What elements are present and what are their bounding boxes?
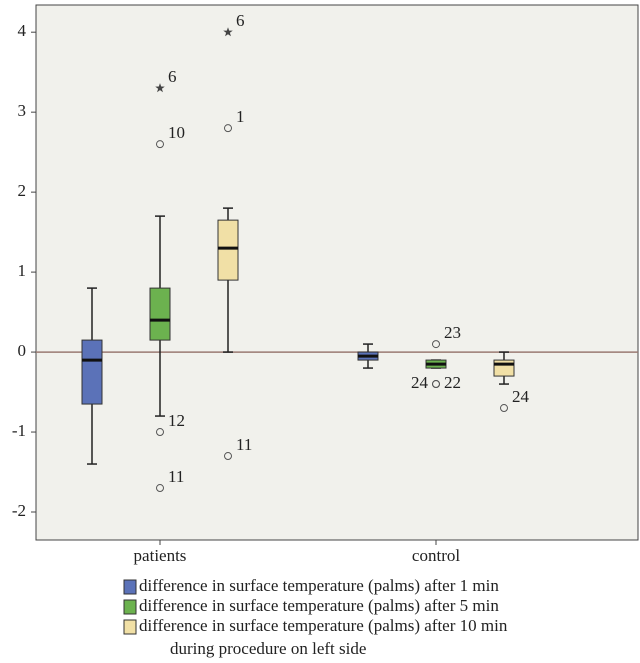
- outlier: [155, 83, 165, 93]
- legend-label: difference in surface temperature (palms…: [139, 616, 508, 635]
- outlier: [224, 452, 232, 461]
- outlier-label: 10: [168, 123, 185, 142]
- y-tick-label: 3: [18, 101, 27, 120]
- outlier-label: 22: [444, 373, 461, 392]
- box: [149, 287, 171, 341]
- legend-label: difference in surface temperature (palms…: [139, 576, 499, 595]
- legend-swatch: [123, 599, 137, 615]
- outlier-label: 6: [168, 67, 177, 86]
- y-tick-label: -1: [12, 421, 26, 440]
- box: [81, 339, 103, 405]
- outlier: [224, 124, 232, 133]
- x-tick-label: control: [412, 546, 460, 565]
- legend-swatch: [123, 579, 137, 595]
- y-tick-label: 1: [18, 261, 27, 280]
- outlier-label: 23: [444, 323, 461, 342]
- outlier-label: 11: [168, 467, 184, 486]
- outlier-label: 24: [411, 373, 429, 392]
- outlier-label: 12: [168, 411, 185, 430]
- outlier: [156, 428, 164, 437]
- outlier: [432, 380, 440, 389]
- legend-swatch: [123, 619, 137, 635]
- outlier: [500, 404, 508, 413]
- outlier-label: 1: [236, 107, 245, 126]
- outlier: [156, 140, 164, 149]
- outlier: [156, 484, 164, 493]
- outlier-label: 11: [236, 435, 252, 454]
- y-tick-label: 4: [18, 21, 27, 40]
- plot-area: [35, 4, 639, 541]
- legend-label: difference in surface temperature (palms…: [139, 596, 499, 615]
- outlier: [223, 27, 233, 37]
- box: [493, 359, 515, 377]
- y-tick-label: 0: [18, 341, 27, 360]
- x-tick-label: patients: [134, 546, 187, 565]
- outlier-label: 24: [512, 387, 530, 406]
- legend-note: during procedure on left side: [170, 639, 366, 658]
- outlier-label: 6: [236, 11, 245, 30]
- box: [217, 219, 239, 281]
- outlier: [432, 340, 440, 349]
- y-tick-label: 2: [18, 181, 27, 200]
- y-tick-label: -2: [12, 501, 26, 520]
